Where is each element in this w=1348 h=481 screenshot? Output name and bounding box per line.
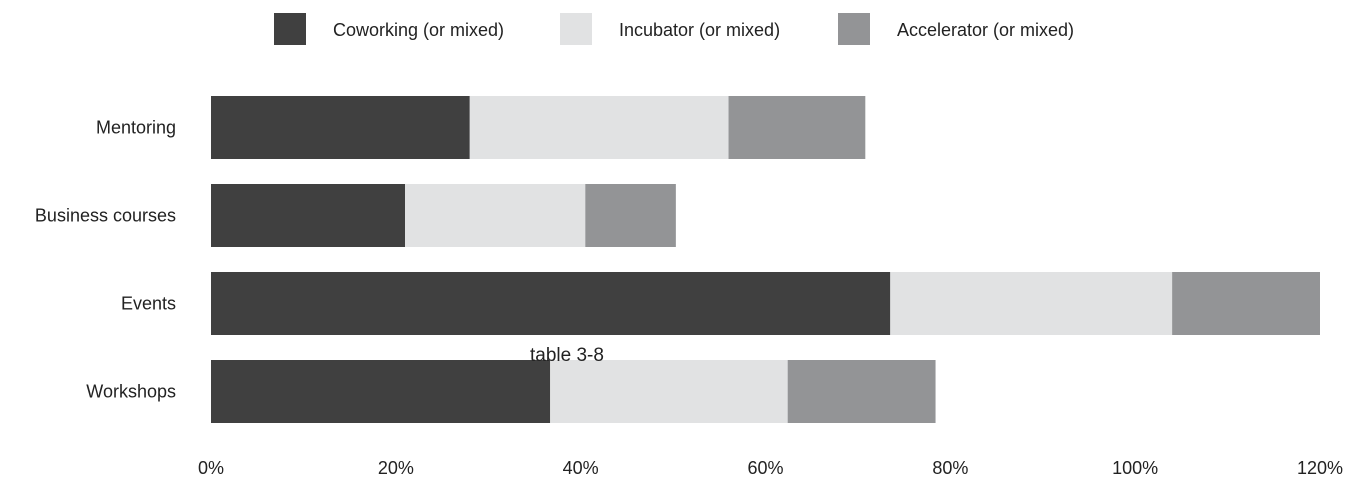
x-tick-label: 0% — [198, 458, 224, 478]
bar-segment — [211, 360, 551, 423]
category-label: Events — [121, 294, 176, 314]
legend-label: Incubator (or mixed) — [619, 20, 780, 40]
bars-area — [211, 96, 1320, 423]
bar-segment — [890, 272, 1173, 335]
category-label: Mentoring — [96, 118, 176, 138]
x-axis: 0% 20% 40% 60% 80% 100% 120% — [198, 458, 1343, 478]
bar-segment — [211, 96, 470, 159]
x-tick-label: 100% — [1112, 458, 1158, 478]
x-tick-label: 80% — [932, 458, 968, 478]
x-tick-label: 40% — [563, 458, 599, 478]
bar-segment — [787, 360, 936, 423]
legend: Coworking (or mixed) Incubator (or mixed)… — [274, 13, 1074, 45]
category-label: Workshops — [86, 382, 176, 402]
bar-segment — [405, 184, 586, 247]
bar-segment — [469, 96, 729, 159]
x-tick-label: 120% — [1297, 458, 1343, 478]
bar-segment — [550, 360, 788, 423]
legend-swatch — [838, 13, 870, 45]
legend-label: Accelerator (or mixed) — [897, 20, 1074, 40]
category-labels: Mentoring Business courses Events Workshops — [35, 118, 176, 402]
bar-segment — [211, 184, 406, 247]
legend-swatch — [560, 13, 592, 45]
legend-swatch — [274, 13, 306, 45]
x-tick-label: 20% — [378, 458, 414, 478]
bar-segment — [585, 184, 676, 247]
bar-segment — [211, 272, 891, 335]
category-label: Business courses — [35, 206, 176, 226]
x-tick-label: 60% — [747, 458, 783, 478]
legend-label: Coworking (or mixed) — [333, 20, 504, 40]
bar-segment — [1172, 272, 1320, 335]
chart-annotation: table 3-8 — [530, 345, 604, 366]
bar-segment — [728, 96, 866, 159]
